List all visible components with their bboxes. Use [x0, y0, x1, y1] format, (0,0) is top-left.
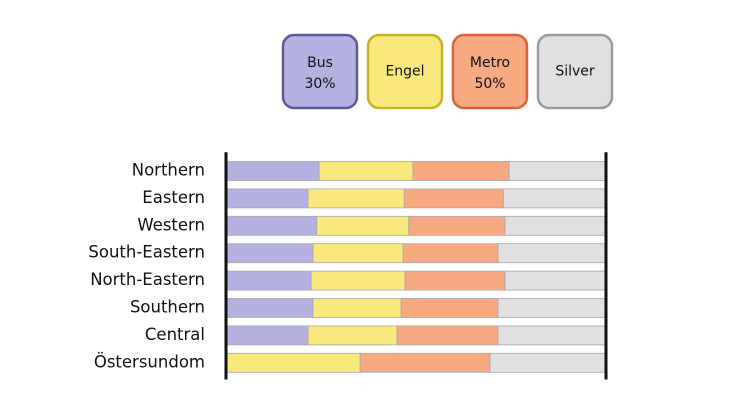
bar-segment	[310, 270, 406, 291]
legend-box	[366, 33, 444, 110]
bar-segment	[318, 161, 414, 181]
legend-box	[536, 33, 614, 110]
bar-segment	[497, 298, 607, 318]
bar-segment	[504, 270, 607, 291]
legend-label: Bus	[307, 55, 333, 71]
bar-segment	[312, 298, 402, 318]
legend-label: Metro	[470, 55, 510, 71]
bar-segment	[225, 352, 361, 373]
bar-segment	[225, 325, 309, 346]
bar-segment	[225, 215, 318, 236]
bar-segment	[497, 325, 607, 346]
legend-value: 30%	[304, 76, 335, 92]
legend-value: 50%	[474, 76, 505, 92]
y-tick-label: Southern	[130, 298, 205, 317]
legend-label: Engel	[385, 64, 424, 80]
legend-box	[281, 33, 359, 110]
bar-segment	[225, 243, 314, 264]
bar-segment	[400, 298, 499, 318]
y-tick-label: Northern	[132, 161, 205, 180]
y-tick-label: South-Eastern	[88, 243, 205, 262]
bar-segment	[502, 188, 607, 209]
bar-segment	[359, 352, 491, 373]
bar-segment	[508, 161, 607, 181]
bar-segment	[404, 270, 506, 291]
bar-segment	[307, 325, 398, 346]
bar-segment	[497, 243, 607, 264]
y-tick-label: Eastern	[142, 188, 205, 207]
bar-segment	[504, 215, 607, 236]
bar-segment	[396, 325, 499, 346]
bar-segment	[225, 188, 309, 209]
bar-segment	[316, 215, 410, 236]
bar-segment	[402, 243, 499, 264]
bar-segment	[312, 243, 404, 264]
y-tick-label: North-Eastern	[90, 270, 205, 289]
bar-segment	[408, 215, 506, 236]
bar-segment	[403, 188, 504, 209]
bar-segment	[307, 188, 405, 209]
bar-segment	[225, 298, 314, 318]
bar-segment	[489, 352, 607, 373]
legend-label: Silver	[555, 64, 595, 80]
legend-box	[451, 33, 529, 110]
y-tick-label: Central	[145, 325, 205, 344]
bar-segment	[225, 161, 320, 181]
bar-segment	[412, 161, 510, 181]
y-tick-label: Western	[137, 215, 205, 234]
bar-segment	[225, 270, 312, 291]
y-tick-label: Östersundom	[94, 352, 205, 371]
